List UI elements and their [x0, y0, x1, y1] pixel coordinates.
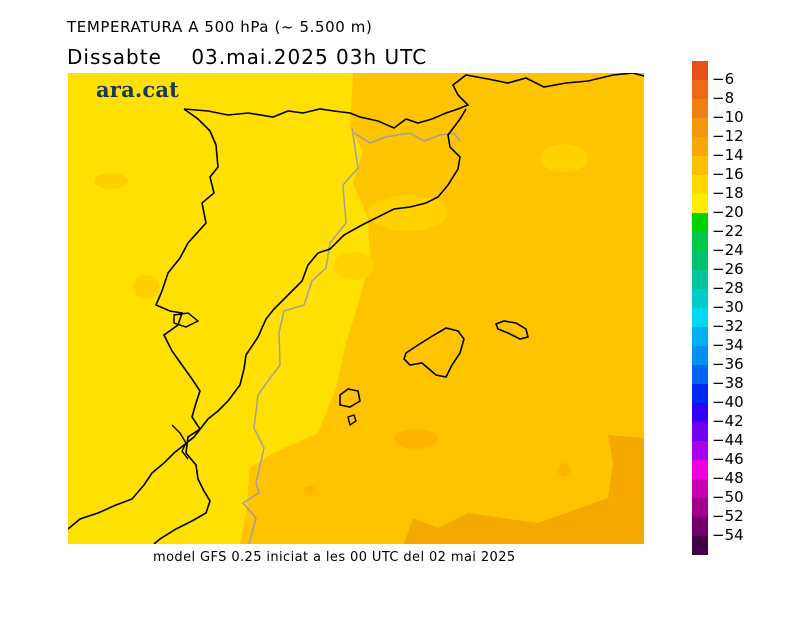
colorbar-tick-label: −40 — [712, 393, 744, 411]
colorbar-tick-label: −22 — [712, 222, 744, 240]
coastline — [68, 108, 467, 530]
colorbar-segment — [692, 80, 708, 99]
colorbar-segment — [692, 384, 708, 403]
colorbar-tick-label: −38 — [712, 374, 744, 392]
colorbar-segment — [692, 232, 708, 251]
warm-patch — [334, 252, 374, 280]
colorbar-segment — [692, 536, 708, 555]
colorbar-tick-label: −10 — [712, 108, 744, 126]
colorbar-segment — [692, 365, 708, 384]
colorbar-tick-label: −30 — [712, 298, 744, 316]
colorbar-segment — [692, 175, 708, 194]
temperature-map — [68, 73, 644, 544]
colorbar-segment — [692, 441, 708, 460]
warm-patch — [558, 463, 570, 477]
colorbar-tick-label: −20 — [712, 203, 744, 221]
colorbar-segment — [692, 194, 708, 213]
mid-zone-fill — [240, 73, 644, 544]
colorbar-tick-label: −24 — [712, 241, 744, 259]
island-mallorca — [403, 327, 465, 378]
colorbar-tick-label: −48 — [712, 469, 744, 487]
island-formentera — [347, 414, 357, 427]
island-ibiza — [339, 388, 361, 408]
colorbar-segment — [692, 517, 708, 536]
temperature-colorbar — [692, 61, 708, 555]
colorbar-tick-label: −42 — [712, 412, 744, 430]
colorbar-segment — [692, 327, 708, 346]
colorbar-segment — [692, 308, 708, 327]
colorbar-tick-label: −12 — [712, 127, 744, 145]
coastline — [173, 312, 200, 328]
colorbar-tick-label: −6 — [712, 70, 735, 88]
colorbar-tick-label: −16 — [712, 165, 744, 183]
coastline — [153, 108, 219, 544]
colorbar-tick-label: −44 — [712, 431, 744, 449]
warm-patch — [404, 435, 644, 544]
colorbar-segment — [692, 403, 708, 422]
colorbar-segment — [692, 289, 708, 308]
model-run-caption: model GFS 0.25 iniciat a les 00 UTC del … — [153, 550, 516, 565]
colorbar-tick-label: −26 — [712, 260, 744, 278]
colorbar-tick-label: −46 — [712, 450, 744, 468]
colorbar-tick-label: −14 — [712, 146, 744, 164]
warm-patch — [540, 144, 588, 172]
colorbar-tick-label: −54 — [712, 526, 744, 544]
colorbar-segment — [692, 213, 708, 232]
colorbar-segment — [692, 118, 708, 137]
warm-patch — [304, 486, 316, 494]
island-menorca — [494, 320, 529, 340]
colorbar-segment — [692, 460, 708, 479]
colorbar-tick-label: −34 — [712, 336, 744, 354]
colorbar-segment — [692, 251, 708, 270]
map-canvas — [68, 73, 644, 544]
ara-logo: ara.cat — [96, 77, 180, 102]
colorbar-segment — [692, 137, 708, 156]
colorbar-tick-label: −36 — [712, 355, 744, 373]
colorbar-canvas — [692, 61, 708, 555]
colorbar-segment — [692, 270, 708, 289]
cold-patch — [94, 173, 128, 189]
map-title: TEMPERATURA A 500 hPa (~ 5.500 m) — [67, 18, 373, 36]
political-border — [353, 132, 461, 144]
colorbar-segment — [692, 156, 708, 175]
colorbar-tick-label: −50 — [712, 488, 744, 506]
warm-patch — [368, 195, 448, 231]
coastline — [171, 424, 189, 460]
forecast-datetime: Dissabte 03.mai.2025 03h UTC — [67, 45, 428, 69]
colorbar-tick-label: −18 — [712, 184, 744, 202]
coastline — [183, 73, 644, 129]
colorbar-segment — [692, 346, 708, 365]
colorbar-tick-label: −52 — [712, 507, 744, 525]
colorbar-tick-label: −8 — [712, 89, 735, 107]
colorbar-segment — [692, 479, 708, 498]
colorbar-tick-label: −28 — [712, 279, 744, 297]
political-border — [241, 127, 359, 544]
colorbar-tick-label: −32 — [712, 317, 744, 335]
colorbar-segment — [692, 498, 708, 517]
colorbar-segment — [692, 422, 708, 441]
warm-patch — [394, 429, 438, 449]
cold-patch — [133, 275, 159, 299]
colorbar-segment — [692, 61, 708, 80]
colorbar-segment — [692, 99, 708, 118]
